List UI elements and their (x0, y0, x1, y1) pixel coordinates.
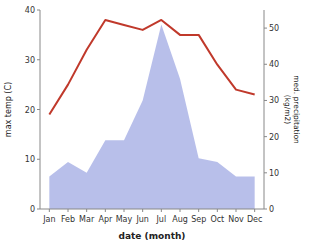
x-tick-label: Apr (98, 215, 113, 224)
x-tick-label: Jul (156, 215, 167, 224)
y2-tick-label: 50 (269, 24, 279, 33)
x-tick (198, 209, 199, 212)
plot-area (49, 20, 254, 209)
x-tick (142, 209, 143, 212)
x-tick (68, 209, 69, 212)
y-tick (37, 159, 40, 160)
y2-tick-label: 30 (269, 96, 279, 105)
y-tick-label: 40 (25, 6, 35, 15)
x-tick-label: Nov (228, 215, 244, 224)
y2-tick-label: 10 (269, 169, 279, 178)
x-tick (86, 209, 87, 212)
x-axis-label: date (month) (119, 231, 186, 241)
x-tick (217, 209, 218, 212)
y2-tick (264, 136, 267, 137)
x-tick (236, 209, 237, 212)
x-tick-label: Jan (42, 215, 55, 224)
y2-tick (264, 100, 267, 101)
y2-axis-line (264, 10, 265, 209)
y-tick-label: 0 (30, 205, 35, 214)
x-axis-line (40, 209, 264, 210)
y2-axis-label-line: med. precipitation (292, 75, 301, 144)
x-tick-label: Feb (61, 215, 75, 224)
y-tick (37, 10, 40, 11)
y2-tick-label: 0 (269, 205, 274, 214)
x-tick-label: May (116, 215, 133, 224)
y-tick (37, 59, 40, 60)
y2-tick (264, 172, 267, 173)
x-tick-label: Dec (247, 215, 262, 224)
y2-tick (264, 28, 267, 29)
chart: Jan Feb MarAprMayJun Jul AugSep Oct NovDec 0 10 2… (0, 0, 318, 247)
y2-axis-label: med. precipitation(kg/m2) (283, 75, 301, 144)
y-axis-label: max temp (C) (4, 82, 13, 137)
precipitation-area (49, 24, 254, 209)
x-tick (254, 209, 255, 212)
y2-tick (264, 64, 267, 65)
y-tick-label: 30 (25, 56, 35, 65)
y-tick (37, 209, 40, 210)
x-tick-label: Aug (172, 215, 188, 224)
x-tick-label: Sep (191, 215, 206, 224)
y2-axis-label-line: (kg/m2) (283, 95, 292, 125)
temperature-line (49, 20, 254, 115)
x-tick (105, 209, 106, 212)
x-tick-label: Oct (210, 215, 224, 224)
x-tick (124, 209, 125, 212)
y2-tick-label: 20 (269, 133, 279, 142)
y-tick-label: 10 (25, 155, 35, 164)
y2-tick-label: 40 (269, 60, 279, 69)
y2-tick (264, 209, 267, 210)
y-tick-label: 20 (25, 106, 35, 115)
y-tick (37, 109, 40, 110)
x-tick-label: Mar (79, 215, 95, 224)
x-tick (49, 209, 50, 212)
x-tick (180, 209, 181, 212)
x-tick-label: Jun (135, 215, 149, 224)
x-tick (161, 209, 162, 212)
